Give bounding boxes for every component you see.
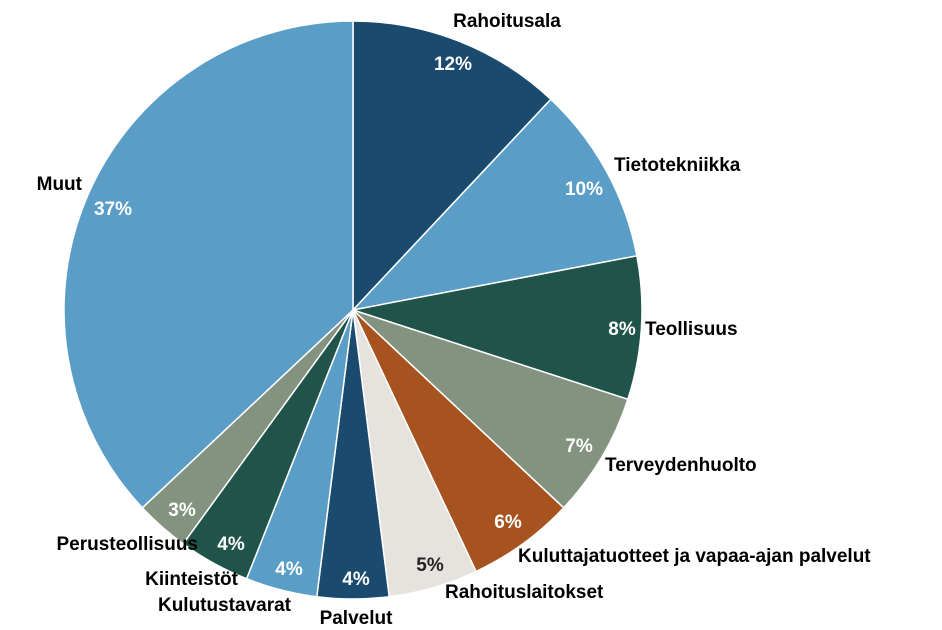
- value-label: 7%: [565, 436, 593, 457]
- value-label: 12%: [434, 54, 472, 75]
- value-label: 3%: [168, 500, 196, 521]
- category-label: Kiinteistöt: [145, 569, 239, 590]
- pie-slice: [352, 254, 643, 401]
- category-label: Perusteollisuus: [57, 534, 199, 555]
- pie-slice: [352, 309, 629, 509]
- category-label: Rahoituslaitokset: [445, 582, 604, 603]
- category-label: Palvelut: [320, 608, 394, 629]
- value-label: 8%: [608, 319, 636, 340]
- category-label: Tietotekniikka: [614, 155, 741, 176]
- value-label: 37%: [94, 199, 132, 220]
- value-label: 4%: [342, 569, 370, 590]
- pie-slice: [63, 20, 354, 509]
- pie-slice: [350, 98, 638, 312]
- value-label: 10%: [565, 179, 603, 200]
- value-label: 4%: [275, 559, 303, 580]
- value-label: 5%: [416, 555, 444, 576]
- category-label: Rahoitusala: [453, 11, 561, 32]
- value-label: 4%: [217, 534, 245, 555]
- category-label: Terveydenhuolto: [605, 455, 757, 476]
- value-label: 6%: [494, 512, 522, 533]
- category-label: Muut: [37, 174, 83, 195]
- category-label: Kuluttajatuotteet ja vapaa-ajan palvelut: [518, 546, 871, 567]
- category-label: Teollisuus: [645, 319, 738, 340]
- category-label: Kulutustavarat: [158, 595, 292, 616]
- pie-slice: [352, 20, 552, 312]
